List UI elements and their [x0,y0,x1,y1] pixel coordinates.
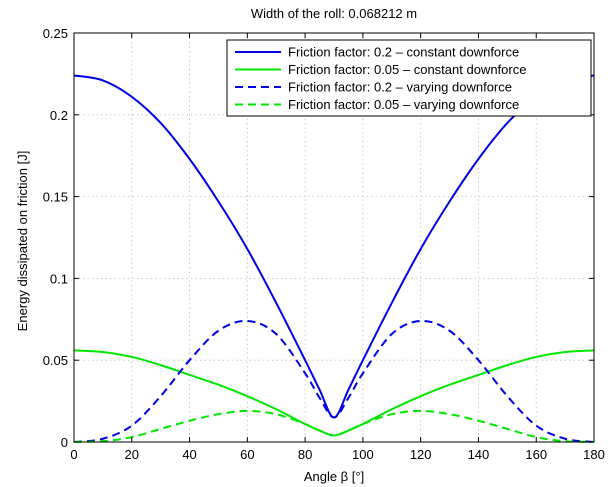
axes-frame [73,32,595,443]
x-tick-label: 180 [583,447,605,462]
x-tick-label: 140 [468,447,490,462]
x-tick-label: 160 [525,447,547,462]
x-tick-label: 120 [410,447,432,462]
x-tick-label: 60 [240,447,254,462]
legend-label: Friction factor: 0.05 – varying downforc… [288,97,519,112]
x-tick-label: 0 [70,447,77,462]
x-axis-label: Angle β [°] [304,469,364,484]
series-line-1 [73,74,595,419]
series-line-4 [73,409,595,443]
y-tick-label: 0.15 [43,190,68,205]
axis-ticks: 0 20 40 60 80 100 120 140 160 180 0 0.05 0.1 0.15 0.2 0… [43,26,605,462]
y-tick-label: 0.25 [43,26,68,41]
legend-label: Friction factor: 0.2 – constant downforc… [288,45,519,60]
x-tick-label: 20 [125,447,139,462]
y-tick-label: 0.05 [43,353,68,368]
legend-label: Friction factor: 0.2 – varying downforce [288,80,512,95]
series-line-2 [73,349,595,437]
x-tick-label: 100 [352,447,374,462]
chart-title: Width of the roll: 0.068212 m [251,6,417,21]
y-tick-label: 0.1 [50,271,68,286]
series-line-3 [73,319,595,443]
legend: Friction factor: 0.2 – constant downforc… [226,39,592,117]
plot-area [73,74,595,443]
x-tick-label: 40 [182,447,196,462]
y-axis-label: Energy dissipated on friction [J] [15,151,30,332]
legend-frame [226,39,592,117]
legend-label: Friction factor: 0.05 – constant downfor… [288,62,526,77]
y-tick-label: 0 [61,435,68,450]
y-tick-label: 0.2 [50,108,68,123]
x-tick-label: 80 [298,447,312,462]
